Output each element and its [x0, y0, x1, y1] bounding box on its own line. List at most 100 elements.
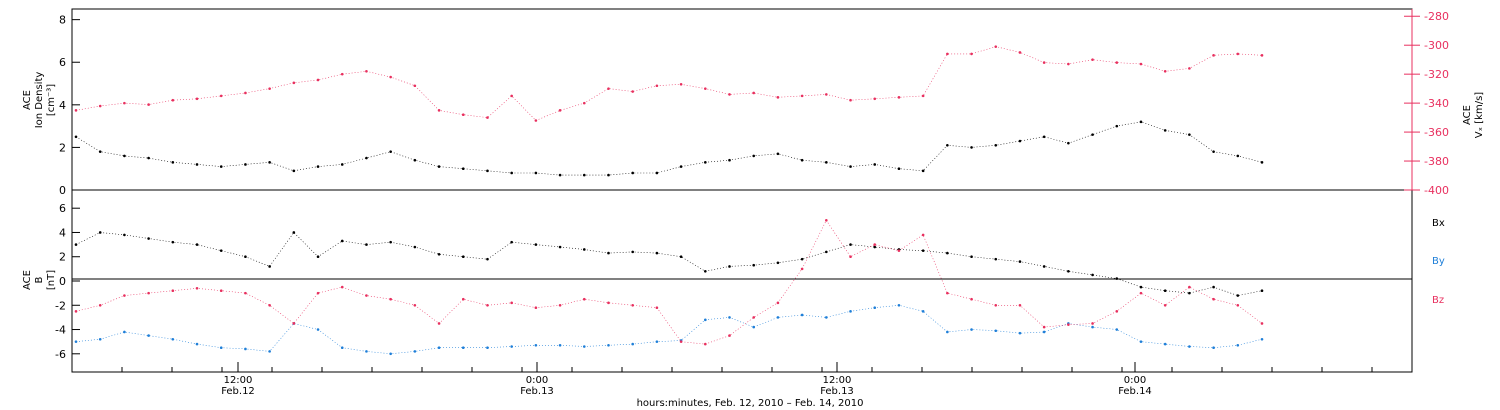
data-point	[607, 301, 610, 305]
data-point	[704, 342, 707, 346]
data-point	[389, 352, 392, 356]
data-point	[1018, 51, 1022, 54]
data-point	[1163, 289, 1167, 293]
data-point	[800, 94, 804, 98]
data-point	[631, 250, 634, 254]
top-left-ylabel: ACE Ion Density [cm⁻³]	[22, 72, 57, 129]
data-point	[921, 249, 925, 252]
data-point	[946, 291, 949, 295]
data-point	[800, 158, 804, 162]
data-point	[1236, 344, 1240, 347]
data-point	[437, 346, 441, 350]
data-point	[679, 165, 683, 168]
x-axis: 12:00Feb.120:00Feb.1312:00Feb.130:00Feb.…	[71, 362, 1373, 397]
data-point	[873, 245, 877, 249]
data-point	[1260, 54, 1264, 57]
top-left-ylabel-line2: Ion Density	[34, 72, 45, 129]
data-point	[582, 297, 586, 301]
data-point	[171, 161, 175, 164]
data-point	[413, 303, 417, 307]
data-point	[631, 303, 634, 307]
data-point	[147, 103, 150, 106]
data-point	[1163, 342, 1167, 346]
data-point	[897, 249, 901, 252]
top-left-y-axis: 0 2 4 6 8	[59, 14, 80, 197]
data-point	[486, 169, 489, 173]
data-point	[147, 334, 150, 337]
data-point	[728, 93, 731, 96]
data-point	[752, 91, 756, 95]
data-point	[1236, 52, 1240, 56]
data-point	[897, 303, 901, 307]
data-point	[389, 150, 392, 153]
bottom-left-ylabel-line1: ACE	[22, 270, 33, 290]
data-point	[631, 171, 634, 175]
series-line	[75, 232, 1263, 296]
data-point	[873, 97, 877, 101]
ytick-right-label: -400	[1424, 184, 1449, 197]
xtick-label-time: 0:00	[526, 375, 548, 386]
data-point	[98, 150, 102, 153]
data-point	[970, 297, 973, 301]
ytick-label: -6	[55, 348, 66, 361]
data-point	[1042, 330, 1046, 334]
data-point	[1212, 297, 1215, 301]
data-point	[461, 113, 465, 117]
data-point	[437, 165, 441, 168]
data-point	[655, 340, 659, 343]
data-point	[340, 239, 344, 243]
top-right-ylabel-line2: Vₓ [km/s]	[1474, 92, 1485, 138]
data-point	[340, 285, 344, 289]
data-point	[994, 329, 998, 333]
ytick-label: 2	[59, 141, 66, 154]
data-point	[921, 94, 925, 98]
legend-by: By	[1432, 256, 1445, 267]
data-point	[921, 169, 925, 173]
xtick-label-date: Feb.13	[520, 386, 554, 397]
data-point	[946, 52, 949, 56]
data-point	[244, 291, 247, 295]
data-point	[437, 253, 441, 256]
series-line	[75, 219, 1263, 345]
data-point	[1067, 62, 1070, 66]
data-point	[292, 322, 296, 325]
data-point	[558, 109, 562, 112]
data-point	[268, 350, 271, 353]
data-point	[534, 243, 538, 246]
data-point	[1115, 277, 1119, 280]
data-point	[873, 243, 877, 246]
data-point	[849, 98, 852, 102]
data-point	[970, 52, 973, 56]
data-point	[1188, 345, 1191, 348]
bottom-left-ylabel: ACE B [nT]	[22, 270, 57, 290]
data-point	[776, 152, 780, 156]
data-point	[486, 116, 489, 119]
data-point	[946, 251, 949, 255]
xtick-label-time: 12:00	[224, 375, 253, 386]
data-point	[1091, 58, 1094, 61]
ytick-label: -2	[55, 299, 66, 312]
ytick-right-label: -340	[1424, 97, 1449, 110]
data-point	[752, 325, 756, 329]
data-point	[486, 303, 489, 307]
data-point	[800, 313, 804, 317]
data-point	[365, 243, 368, 246]
data-point	[776, 96, 780, 99]
data-point	[776, 316, 780, 319]
data-point	[1139, 285, 1143, 289]
data-point	[1212, 54, 1215, 57]
top-right-ylabel-line1: ACE	[1462, 105, 1473, 125]
data-point	[123, 154, 126, 158]
data-point	[1115, 310, 1119, 313]
data-point	[679, 340, 683, 343]
data-point	[365, 294, 368, 297]
bottom-panel-frame	[71, 189, 1413, 373]
data-point	[461, 346, 465, 350]
data-point	[123, 330, 126, 334]
data-point	[1260, 161, 1264, 164]
data-point	[510, 240, 513, 244]
data-point	[655, 306, 659, 309]
data-point	[1236, 303, 1240, 307]
data-point	[1139, 62, 1143, 66]
